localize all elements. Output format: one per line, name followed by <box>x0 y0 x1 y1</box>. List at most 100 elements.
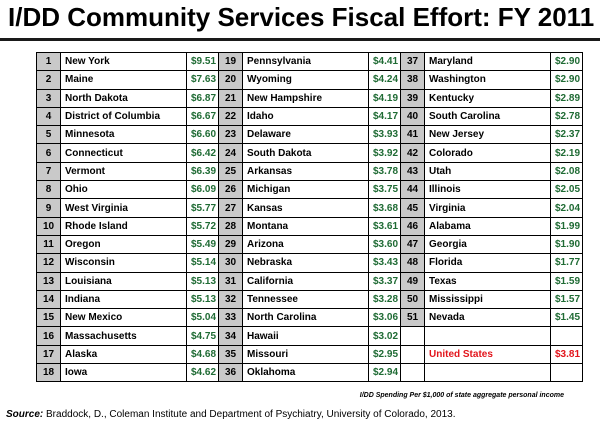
spending-value-cell: $3.93 <box>368 125 401 145</box>
spending-value-cell: $5.49 <box>186 234 219 255</box>
spending-value-cell: $2.95 <box>368 344 401 365</box>
spending-value-cell: $3.75 <box>368 180 401 200</box>
rank-cell: 16 <box>36 326 61 346</box>
state-name-cell: Washington <box>424 70 551 90</box>
source-citation: Source: Braddock, D., Coleman Institute … <box>6 409 455 420</box>
rank-cell: 43 <box>400 161 425 182</box>
rank-cell: 28 <box>218 216 243 236</box>
state-name-cell: Alaska <box>60 344 187 365</box>
spending-value-cell: $4.75 <box>186 326 219 346</box>
state-name-cell: Maryland <box>424 51 551 72</box>
rank-cell: 13 <box>36 271 61 291</box>
state-name-cell: New Mexico <box>60 308 187 328</box>
spending-value-cell: $6.60 <box>186 125 219 145</box>
state-name-cell: Missouri <box>242 344 369 365</box>
rank-cell: 50 <box>400 289 425 310</box>
united-states-value: $3.81 <box>550 344 583 365</box>
rank-cell: 39 <box>400 88 425 108</box>
rank-cell: 47 <box>400 234 425 255</box>
state-name-cell: Alabama <box>424 216 551 236</box>
rank-cell: 49 <box>400 271 425 291</box>
spending-value-cell: $2.90 <box>550 70 583 90</box>
state-name-cell: Tennessee <box>242 289 369 310</box>
rank-cell: 46 <box>400 216 425 236</box>
spending-value-cell: $1.90 <box>550 234 583 255</box>
state-name-cell: Illinois <box>424 180 551 200</box>
state-name-cell: Iowa <box>60 363 187 383</box>
rank-cell: 1 <box>36 51 61 72</box>
title-divider <box>0 38 600 41</box>
rank-cell: 37 <box>400 51 425 72</box>
rank-cell: 25 <box>218 161 243 182</box>
spending-value-cell: $4.17 <box>368 106 401 127</box>
state-name-cell: Montana <box>242 216 369 236</box>
table-row: 11 Oregon $5.49 29 Arizona $3.60 47 Georgia $1.9… <box>36 234 583 255</box>
spending-value-cell: $3.37 <box>368 271 401 291</box>
state-name-cell: New Jersey <box>424 125 551 145</box>
spending-value-cell: $3.43 <box>368 253 401 273</box>
spending-value-cell: $2.08 <box>550 161 583 182</box>
spending-value-cell: $6.09 <box>186 180 219 200</box>
table-row: 10 Rhode Island $5.72 28 Montana $3.61 46 Alaba… <box>36 216 583 236</box>
rank-cell: 10 <box>36 216 61 236</box>
spending-value-cell: $1.45 <box>550 308 583 328</box>
rank-cell: 17 <box>36 344 61 365</box>
rank-cell: 51 <box>400 308 425 328</box>
rank-cell: 41 <box>400 125 425 145</box>
table-body: 1 New York $9.51 19 Pennsylvania $4.41 37 Maryl… <box>36 51 583 383</box>
state-name-cell: Louisiana <box>60 271 187 291</box>
state-name-cell: Pennsylvania <box>242 51 369 72</box>
spending-value-cell: $4.41 <box>368 51 401 72</box>
state-name-cell: Vermont <box>60 161 187 182</box>
state-name-cell: Massachusetts <box>60 326 187 346</box>
state-name-cell: Maine <box>60 70 187 90</box>
table-row: 4 District of Columbia $6.67 22 Idaho $4.17 40… <box>36 106 583 127</box>
state-name-cell: Arkansas <box>242 161 369 182</box>
spending-value-cell: $5.04 <box>186 308 219 328</box>
state-name-cell: Nebraska <box>242 253 369 273</box>
rank-cell: 48 <box>400 253 425 273</box>
state-name-cell: Rhode Island <box>60 216 187 236</box>
rank-cell: 6 <box>36 143 61 163</box>
source-label: Source: <box>6 409 44 420</box>
rank-cell: 15 <box>36 308 61 328</box>
state-name-cell: Idaho <box>242 106 369 127</box>
state-name-cell: Georgia <box>424 234 551 255</box>
spending-value-cell: $3.78 <box>368 161 401 182</box>
spending-value-cell: $6.39 <box>186 161 219 182</box>
rank-cell: 5 <box>36 125 61 145</box>
spending-value-cell: $5.77 <box>186 198 219 218</box>
table-row: 3 North Dakota $6.87 21 New Hampshire $4.19 39… <box>36 88 583 108</box>
state-name-cell: Minnesota <box>60 125 187 145</box>
rank-cell: 18 <box>36 363 61 383</box>
source-text: Braddock, D., Coleman Institute and Depa… <box>43 409 456 420</box>
state-name-cell: Hawaii <box>242 326 369 346</box>
state-name-cell: South Dakota <box>242 143 369 163</box>
spending-value-cell: $2.04 <box>550 198 583 218</box>
spending-value-cell: $2.19 <box>550 143 583 163</box>
rank-cell: 34 <box>218 326 243 346</box>
spending-value-cell: $5.72 <box>186 216 219 236</box>
rank-cell: 7 <box>36 161 61 182</box>
spending-value-cell: $6.67 <box>186 106 219 127</box>
rank-cell: 31 <box>218 271 243 291</box>
rank-cell: 24 <box>218 143 243 163</box>
rank-cell: 32 <box>218 289 243 310</box>
state-name-cell <box>424 363 551 383</box>
fiscal-effort-table: 1 New York $9.51 19 Pennsylvania $4.41 37 Maryl… <box>36 51 583 383</box>
table-row: 8 Ohio $6.09 26 Michigan $3.75 44 Illinois $2.05 <box>36 180 583 200</box>
table-row: 6 Connecticut $6.42 24 South Dakota $3.92 42 Co… <box>36 143 583 163</box>
state-name-cell: Oklahoma <box>242 363 369 383</box>
rank-cell: 23 <box>218 125 243 145</box>
state-name-cell: Wyoming <box>242 70 369 90</box>
spending-value-cell: $2.89 <box>550 88 583 108</box>
spending-value-cell: $2.37 <box>550 125 583 145</box>
table-row: 17 Alaska $4.68 35 Missouri $2.95 United State… <box>36 344 583 365</box>
table-row: 18 Iowa $4.62 36 Oklahoma $2.94 <box>36 363 583 383</box>
spending-value-cell: $4.62 <box>186 363 219 383</box>
state-name-cell: Virginia <box>424 198 551 218</box>
state-name-cell: Michigan <box>242 180 369 200</box>
rank-cell: 42 <box>400 143 425 163</box>
state-name-cell: South Carolina <box>424 106 551 127</box>
rank-cell: 9 <box>36 198 61 218</box>
